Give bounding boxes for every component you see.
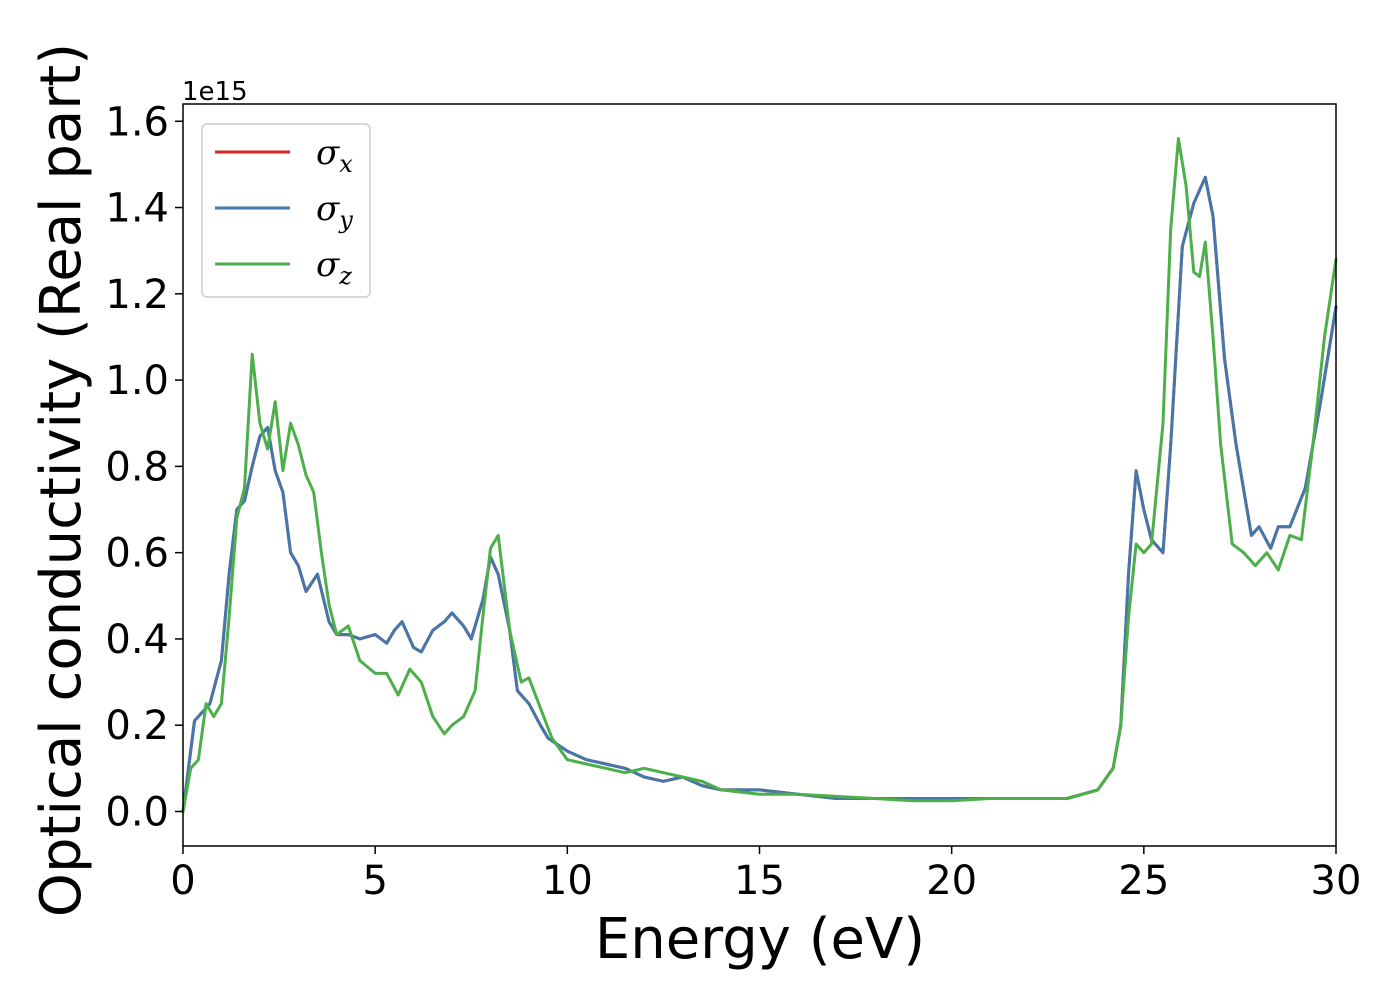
- x-tick-label: 20: [926, 858, 977, 904]
- series-line-y: [181, 175, 1338, 813]
- x-tick-label: 10: [542, 858, 593, 904]
- legend: σx σy σz: [201, 123, 371, 298]
- y-tick-label: 0.8: [105, 444, 169, 490]
- axes-layer: 0 5 10 15 20 25 30 0.0 0.2 0.4 0.6 0.8 1.0 1.2 1.4 1.6: [105, 99, 1361, 904]
- y-tick-label: 0.0: [105, 789, 169, 835]
- y-axis-title: Optical conductivity (Real part): [29, 43, 94, 917]
- y-offset-text: 1e15: [182, 77, 248, 107]
- series-layer: [181, 137, 1338, 813]
- y-tick-label: 1.2: [105, 272, 169, 318]
- legend-label-y: σy: [316, 189, 353, 234]
- y-tick-label: 1.6: [105, 99, 169, 145]
- y-tick-label: 0.4: [105, 617, 169, 663]
- legend-label-z: σz: [316, 245, 352, 290]
- series-line-z: [181, 137, 1338, 813]
- legend-label-x: σx: [316, 133, 353, 178]
- x-tick-label: 0: [170, 858, 195, 904]
- legend-frame: [201, 123, 371, 298]
- y-tick-label: 1.4: [105, 186, 169, 232]
- x-tick-label: 5: [362, 858, 387, 904]
- x-tick-label: 30: [1311, 858, 1362, 904]
- x-tick-label: 25: [1118, 858, 1169, 904]
- x-axis-title: Energy (eV): [595, 907, 925, 972]
- x-tick-label: 15: [734, 858, 785, 904]
- y-tick-label: 0.2: [105, 703, 169, 749]
- y-tick-label: 1.0: [105, 358, 169, 404]
- y-tick-label: 0.6: [105, 531, 169, 577]
